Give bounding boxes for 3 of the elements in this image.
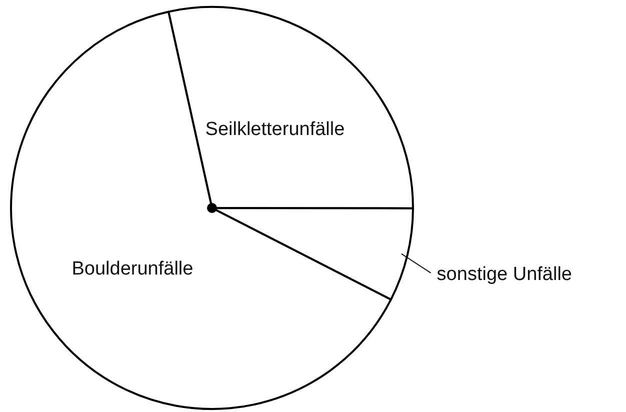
slice-label: Seilkletterunfälle [205,118,345,140]
slice-label: Boulderunfälle [72,258,194,280]
slice-label: sonstige Unfälle [436,264,572,286]
